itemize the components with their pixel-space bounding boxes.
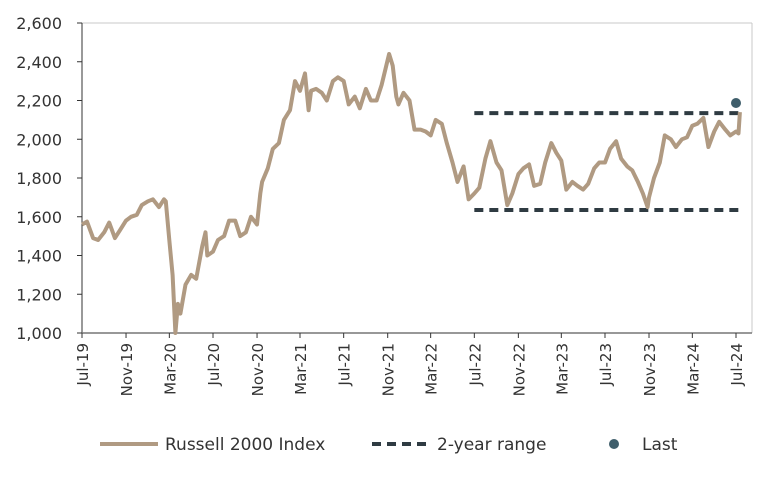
y-tick-label: 2,200: [16, 92, 62, 111]
series: [80, 52, 742, 335]
x-tick-label: Nov-21: [380, 343, 398, 396]
x-tick-label: Jul-24: [728, 343, 746, 387]
axes: [81, 22, 753, 334]
russell-2000-line: [80, 52, 742, 335]
x-tick-label: Mar-20: [161, 343, 179, 395]
x-tick-label: Mar-21: [292, 343, 310, 395]
x-tick-label: Nov-20: [249, 343, 267, 396]
x-tick-label: Mar-22: [423, 343, 441, 395]
x-tick-label: Jul-19: [74, 343, 92, 387]
x-tick-label: Nov-22: [510, 343, 528, 396]
range-lines: [474, 111, 742, 212]
y-tick-label: 1,800: [16, 169, 62, 188]
y-tick-label: 1,400: [16, 247, 62, 266]
y-ticks: 1,000 1,200 1,400 1,600 1,800 2,000 2,200 2,400…: [16, 14, 82, 343]
y-tick-label: 1,000: [16, 324, 62, 343]
y-tick-label: 2,400: [16, 53, 62, 72]
legend-label-russell: Russell 2000 Index: [165, 435, 325, 455]
x-tick-label: Jul-20: [205, 343, 223, 387]
x-tick-label: Jul-21: [336, 343, 354, 387]
legend-label-range: 2-year range: [437, 435, 546, 455]
x-tick-label: Mar-23: [553, 343, 571, 395]
x-ticks: Jul-19 Nov-19 Mar-20 Jul-20 Nov-20 Mar-21 Jul-…: [74, 333, 746, 396]
legend-swatch-last: [609, 439, 619, 449]
y-tick-label: 2,000: [16, 130, 62, 149]
x-tick-label: Mar-24: [684, 343, 702, 395]
x-tick-label: Nov-19: [118, 343, 136, 396]
x-tick-label: Nov-23: [641, 343, 659, 396]
last-marker-group: [731, 98, 741, 109]
y-tick-label: 1,200: [16, 285, 62, 304]
y-tick-label: 2,600: [16, 14, 62, 33]
x-tick-label: Jul-22: [466, 343, 484, 387]
y-tick-label: 1,600: [16, 208, 62, 227]
legend-label-last: Last: [642, 435, 678, 455]
legend: Russell 2000 Index 2-year range Last: [100, 435, 678, 455]
x-tick-label: Jul-23: [597, 343, 615, 387]
last-value-marker: [731, 98, 741, 109]
